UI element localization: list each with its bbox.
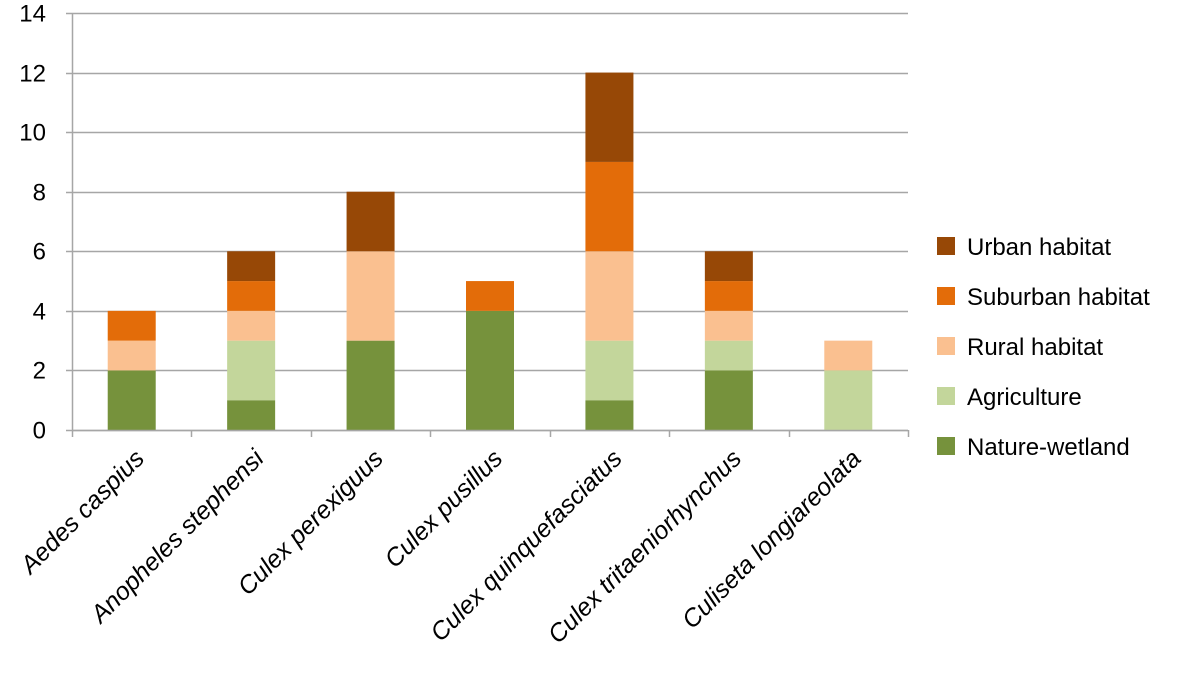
x-category-label: Culex quinquefasciatus (425, 444, 628, 647)
bar-segment (585, 251, 634, 341)
bars (107, 72, 873, 430)
bar-segment (585, 161, 634, 252)
bar-segment (346, 191, 395, 252)
legend-item: Nature-wetland (937, 434, 1130, 461)
bar-segment (824, 340, 873, 371)
legend-item: Urban habitat (937, 234, 1111, 261)
bar-segment (585, 340, 634, 401)
bar-segment (704, 340, 753, 371)
y-tick-label: 12 (19, 61, 46, 88)
bar-segment (227, 310, 276, 341)
legend: Urban habitat Suburban habitat Rural habit… (937, 234, 1150, 461)
bar-segment (107, 310, 156, 341)
legend-swatch (937, 287, 955, 305)
bar-segment (466, 310, 514, 430)
bar-segment (704, 370, 753, 430)
legend-label: Rural habitat (967, 334, 1103, 361)
y-tick-label: 10 (19, 120, 46, 147)
bar-segment (704, 251, 753, 282)
bar-segment (227, 340, 276, 401)
y-tick-label: 2 (33, 358, 46, 385)
bar-segment (704, 281, 753, 311)
y-tick-label: 14 (19, 1, 46, 28)
legend-label: Urban habitat (967, 234, 1111, 261)
bar-segment (585, 400, 634, 430)
bar-segment (227, 251, 276, 282)
y-tick-label: 6 (33, 239, 46, 266)
bar-segment (227, 281, 276, 311)
legend-swatch (937, 337, 955, 355)
bar-segment (346, 340, 395, 430)
y-tick-label: 8 (33, 180, 46, 207)
bar-segment (107, 370, 156, 430)
legend-item: Agriculture (937, 384, 1082, 411)
legend-label: Nature-wetland (967, 434, 1130, 461)
legend-swatch (937, 387, 955, 405)
bar-segment (704, 310, 753, 341)
bar-segment (585, 72, 634, 162)
x-category-label: Aedes caspius (14, 444, 150, 580)
legend-label: Agriculture (967, 384, 1082, 411)
legend-swatch (937, 237, 955, 255)
legend-label: Suburban habitat (967, 284, 1150, 311)
legend-swatch (937, 437, 955, 455)
y-tick-label: 4 (33, 299, 46, 326)
legend-item: Suburban habitat (937, 284, 1150, 311)
bar-segment (824, 370, 873, 430)
x-category-label: Culex pusillus (379, 444, 508, 573)
legend-item: Rural habitat (937, 334, 1103, 361)
bar-segment (227, 400, 276, 430)
bar-segment (107, 340, 156, 371)
y-axis-ticks: 0 2 4 6 8 10 12 14 (19, 1, 46, 445)
x-category-label: Culex tritaeniorhynchus (543, 444, 748, 649)
bar-segment (466, 281, 514, 311)
bar-segment (346, 251, 395, 341)
y-tick-label: 0 (33, 418, 46, 445)
